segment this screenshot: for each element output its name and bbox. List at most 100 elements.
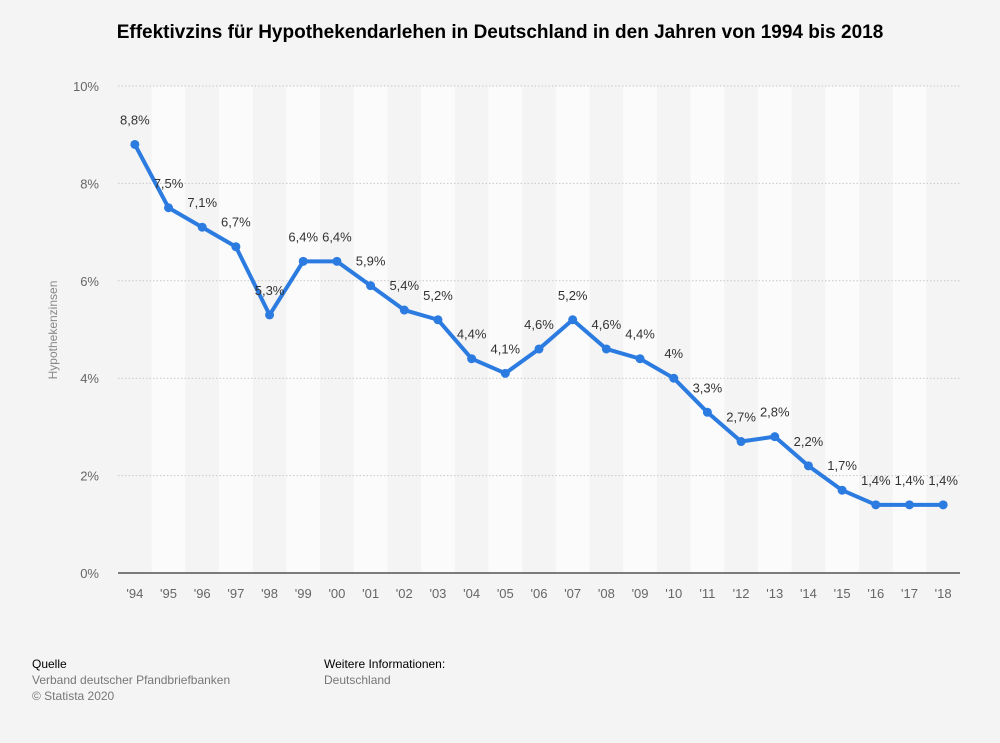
x-tick-label: '15 [834,586,851,601]
data-label: 1,7% [827,458,857,473]
data-points [130,139,948,510]
x-tick-label: '08 [598,586,615,601]
data-label: 4,6% [592,317,622,332]
data-point[interactable] [803,461,813,471]
x-tick-label: '05 [497,586,514,601]
data-point[interactable] [399,305,409,315]
data-label: 5,3% [255,283,285,298]
line-chart: 0% 2% 4% 6% 8% 10% Hypothekenzinsen '94 '95 '96… [46,79,960,601]
x-tick-label: '03 [429,586,446,601]
data-label: 5,2% [558,288,588,303]
data-point[interactable] [500,368,510,378]
x-tick-label: '16 [867,586,884,601]
source-text[interactable]: Verband deutscher Pfandbriefbanken [32,673,231,687]
x-tick-label: '12 [733,586,750,601]
data-point[interactable] [130,139,140,149]
data-label: 4,6% [524,317,554,332]
column-band [690,86,725,573]
data-label: 3,3% [693,380,723,395]
data-point[interactable] [298,256,308,266]
data-label: 6,4% [288,229,318,244]
y-tick-label: 8% [80,176,99,191]
data-label: 4,4% [457,327,487,342]
x-tick-label: '98 [261,586,278,601]
x-tick-label: '95 [160,586,177,601]
copyright[interactable]: © Statista 2020 [32,689,115,703]
column-band [488,86,523,573]
data-point[interactable] [770,432,780,442]
data-label: 1,4% [861,473,891,488]
column-band [219,86,253,573]
x-tick-label: '18 [935,586,952,601]
source-heading: Quelle [32,657,67,671]
data-point[interactable] [904,500,914,510]
data-label: 2,2% [794,434,824,449]
info-text[interactable]: Deutschland [324,673,391,687]
data-label: 6,4% [322,229,352,244]
data-point[interactable] [197,222,207,232]
y-tick-label: 10% [73,79,99,94]
x-tick-label: '96 [194,586,211,601]
column-band [353,86,388,573]
data-label: 7,5% [154,176,184,191]
data-label: 2,8% [760,405,790,420]
data-label: 4% [664,346,683,361]
data-point[interactable] [433,315,443,325]
gridlines [118,85,960,477]
data-point[interactable] [534,344,544,354]
data-label: 2,7% [726,410,756,425]
y-axis-ticks: 0% 2% 4% 6% 8% 10% [73,79,99,581]
chart-title: Effektivzins für Hypothekendarlehen in D… [116,22,884,43]
column-band [892,86,927,573]
column-band [286,86,321,573]
data-point[interactable] [736,437,746,447]
x-tick-label: '07 [564,586,581,601]
data-label: 5,2% [423,288,453,303]
data-label: 7,1% [187,195,217,210]
data-point[interactable] [332,256,342,266]
data-point[interactable] [702,407,712,417]
x-tick-label: '01 [362,586,379,601]
x-tick-label: '97 [227,586,244,601]
data-label: 4,1% [490,341,520,356]
data-point[interactable] [366,281,376,291]
data-point[interactable] [164,203,174,213]
x-tick-label: '06 [531,586,548,601]
data-label: 8,8% [120,112,150,127]
data-label: 4,4% [625,327,655,342]
y-axis-label: Hypothekenzinsen [46,281,60,380]
y-tick-label: 2% [80,469,99,484]
data-label: 6,7% [221,215,251,230]
data-point[interactable] [837,485,847,495]
x-tick-label: '17 [901,586,918,601]
column-band [825,86,859,573]
column-band [151,86,186,573]
column-bands [151,86,927,573]
column-band [623,86,657,573]
info-block: Weitere Informationen: Deutschland [324,656,445,688]
x-tick-label: '02 [396,586,413,601]
data-point[interactable] [635,354,645,364]
data-point[interactable] [265,310,275,320]
data-label: 5,4% [389,278,419,293]
x-tick-label: '99 [295,586,312,601]
data-labels: 8,8% 7,5%7,1% 6,7% 5,3% 6,4% 6,4% 5,9%5,4% 5,2%… [120,112,958,487]
data-point[interactable] [568,315,578,325]
x-tick-label: '13 [766,586,783,601]
data-point[interactable] [938,500,948,510]
x-tick-label: '09 [632,586,649,601]
y-tick-label: 4% [80,371,99,386]
info-heading: Weitere Informationen: [324,657,446,671]
y-tick-label: 0% [80,566,99,581]
column-band [421,86,455,573]
data-point[interactable] [871,500,881,510]
data-point[interactable] [467,354,477,364]
data-point[interactable] [231,242,241,252]
data-point[interactable] [601,344,611,354]
x-axis-ticks: '94 '95 '96 '97 '98 '99 '00 '01 '02 '03 '04 '05 '06 '… [126,586,951,601]
data-label: 1,4% [928,473,958,488]
column-band [757,86,792,573]
data-point[interactable] [669,373,679,383]
data-label: 1,4% [895,473,925,488]
x-tick-label: '11 [699,586,715,601]
